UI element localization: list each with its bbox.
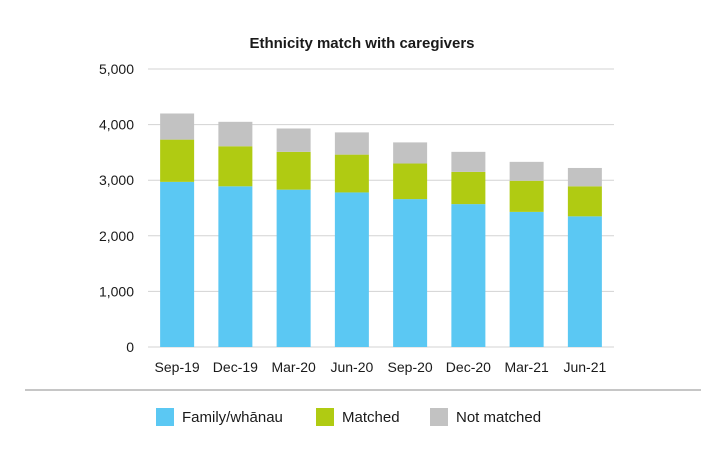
x-tick-label: Mar-20 bbox=[271, 359, 316, 375]
bar-segment-not-matched bbox=[567, 167, 602, 187]
bar-segment-matched bbox=[218, 146, 253, 187]
bar-segment-not-matched bbox=[393, 142, 428, 164]
bar-segment-matched bbox=[160, 139, 195, 182]
y-tick-label: 3,000 bbox=[99, 172, 134, 188]
bar-segment-matched bbox=[334, 154, 369, 193]
bar-segment-matched bbox=[393, 163, 428, 200]
bar-segment-family-wh-nau bbox=[334, 192, 369, 347]
legend-swatch-matched bbox=[316, 408, 334, 426]
y-tick-label: 1,000 bbox=[99, 283, 134, 299]
legend-swatch-family-wh-nau bbox=[156, 408, 174, 426]
gridlines bbox=[148, 68, 614, 348]
bar-segment-matched bbox=[509, 180, 544, 212]
bar-segment-not-matched bbox=[509, 161, 544, 181]
y-tick-label: 0 bbox=[126, 339, 134, 355]
bar-segment-not-matched bbox=[218, 121, 253, 147]
bars bbox=[160, 113, 602, 347]
bar-segment-family-wh-nau bbox=[276, 189, 311, 347]
x-tick-label: Jun-21 bbox=[563, 359, 606, 375]
x-tick-label: Sep-19 bbox=[155, 359, 200, 375]
x-tick-label: Dec-20 bbox=[446, 359, 491, 375]
y-tick-label: 4,000 bbox=[99, 117, 134, 133]
y-axis: 0 1,000 2,000 3,000 4,000 5,000 bbox=[99, 61, 134, 355]
x-tick-label: Jun-20 bbox=[330, 359, 373, 375]
x-tick-label: Mar-21 bbox=[504, 359, 549, 375]
bar-segment-not-matched bbox=[451, 151, 486, 172]
y-tick-label: 5,000 bbox=[99, 61, 134, 77]
bar-segment-not-matched bbox=[276, 128, 311, 152]
chart-title: Ethnicity match with caregivers bbox=[249, 35, 474, 52]
bar-segment-not-matched bbox=[334, 132, 369, 155]
bar-segment-matched bbox=[451, 171, 486, 205]
legend: Family/whānau Matched Not matched bbox=[156, 408, 541, 426]
legend-swatch-not-matched bbox=[430, 408, 448, 426]
legend-label-family-wh-nau: Family/whānau bbox=[182, 409, 283, 426]
bar-segment-family-wh-nau bbox=[160, 181, 195, 347]
legend-label-not-matched: Not matched bbox=[456, 409, 541, 426]
bar-segment-matched bbox=[276, 151, 311, 190]
legend-label-matched: Matched bbox=[342, 409, 400, 426]
bar-segment-family-wh-nau bbox=[509, 211, 544, 347]
x-axis: Sep-19 Dec-19 Mar-20 Jun-20 Sep-20 Dec-20 Mar-… bbox=[155, 359, 607, 375]
bar-segment-not-matched bbox=[160, 113, 195, 140]
bar-segment-matched bbox=[567, 186, 602, 217]
x-tick-label: Sep-20 bbox=[388, 359, 433, 375]
bar-segment-family-wh-nau bbox=[393, 199, 428, 347]
bar-segment-family-wh-nau bbox=[567, 216, 602, 347]
x-tick-label: Dec-19 bbox=[213, 359, 258, 375]
bar-segment-family-wh-nau bbox=[451, 204, 486, 347]
y-tick-label: 2,000 bbox=[99, 228, 134, 244]
bar-segment-family-wh-nau bbox=[218, 186, 253, 347]
